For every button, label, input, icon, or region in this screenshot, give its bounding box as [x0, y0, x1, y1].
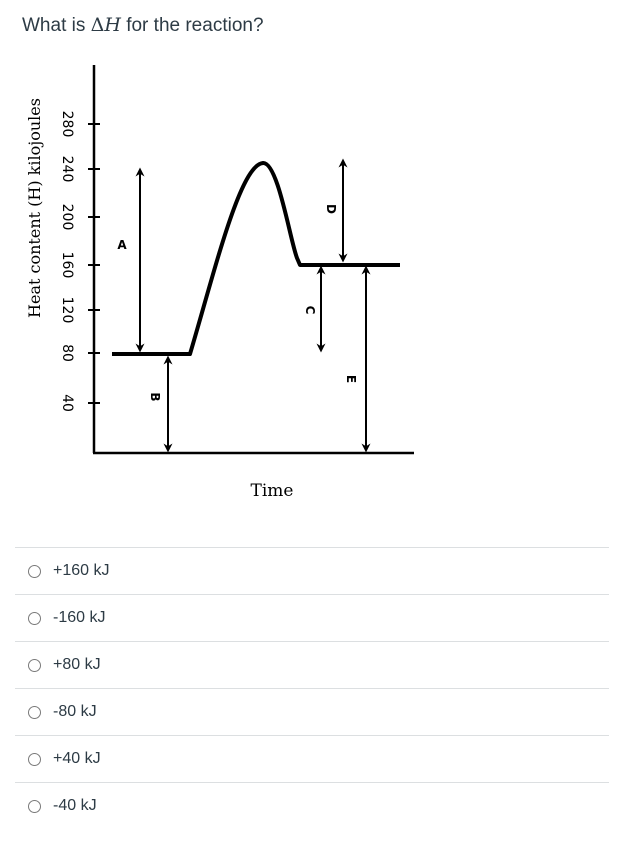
answer-label: -80 kJ: [53, 703, 97, 720]
y-tick-label: 120: [59, 297, 75, 324]
x-axis-label: Time: [251, 481, 294, 501]
delta-symbol: Δ: [90, 14, 105, 36]
y-tick-label: 200: [59, 204, 75, 231]
y-tick-label: 280: [59, 111, 75, 138]
y-axis-label: Heat content (H) kilojoules: [25, 98, 44, 318]
question-prefix: What is: [22, 15, 91, 36]
answer-option[interactable]: -160 kJ: [15, 594, 609, 641]
question-suffix: for the reaction?: [120, 15, 264, 36]
answer-label: +40 kJ: [53, 750, 101, 767]
arrow-label-a: A: [117, 238, 127, 252]
answer-label: +160 kJ: [53, 562, 110, 579]
radio-button[interactable]: [28, 799, 41, 813]
answer-option[interactable]: +40 kJ: [15, 735, 609, 782]
radio-button[interactable]: [28, 658, 41, 672]
radio-button[interactable]: [28, 752, 41, 766]
arrow-label-d: D: [324, 204, 338, 214]
arrow-label-e: E: [344, 375, 358, 383]
y-tick-label: 40: [59, 394, 75, 412]
answer-option[interactable]: -40 kJ: [15, 782, 609, 829]
energy-diagram: Heat content (H) kilojoules 280 240 200 …: [25, 65, 414, 501]
y-tick-label: 160: [59, 252, 75, 279]
radio-button[interactable]: [28, 564, 41, 578]
radio-button[interactable]: [28, 705, 41, 719]
y-tick-label: 80: [59, 344, 75, 362]
y-tick-label: 240: [59, 156, 75, 183]
answer-list: +160 kJ -160 kJ +80 kJ -80 kJ +40 kJ -40…: [15, 547, 609, 829]
enthalpy-variable: H: [104, 14, 121, 36]
y-ticks: [88, 123, 100, 404]
answer-option[interactable]: +160 kJ: [15, 547, 609, 594]
question-text: What is ΔH for the reaction?: [22, 14, 264, 37]
answer-label: +80 kJ: [53, 656, 101, 673]
reaction-curve: [112, 161, 400, 356]
answer-option[interactable]: -80 kJ: [15, 688, 609, 735]
arrow-label-b: B: [148, 392, 162, 401]
answer-label: -160 kJ: [53, 609, 106, 626]
arrow-label-c: C: [303, 306, 317, 315]
radio-button[interactable]: [28, 611, 41, 625]
answer-option[interactable]: +80 kJ: [15, 641, 609, 688]
answer-label: -40 kJ: [53, 797, 97, 814]
